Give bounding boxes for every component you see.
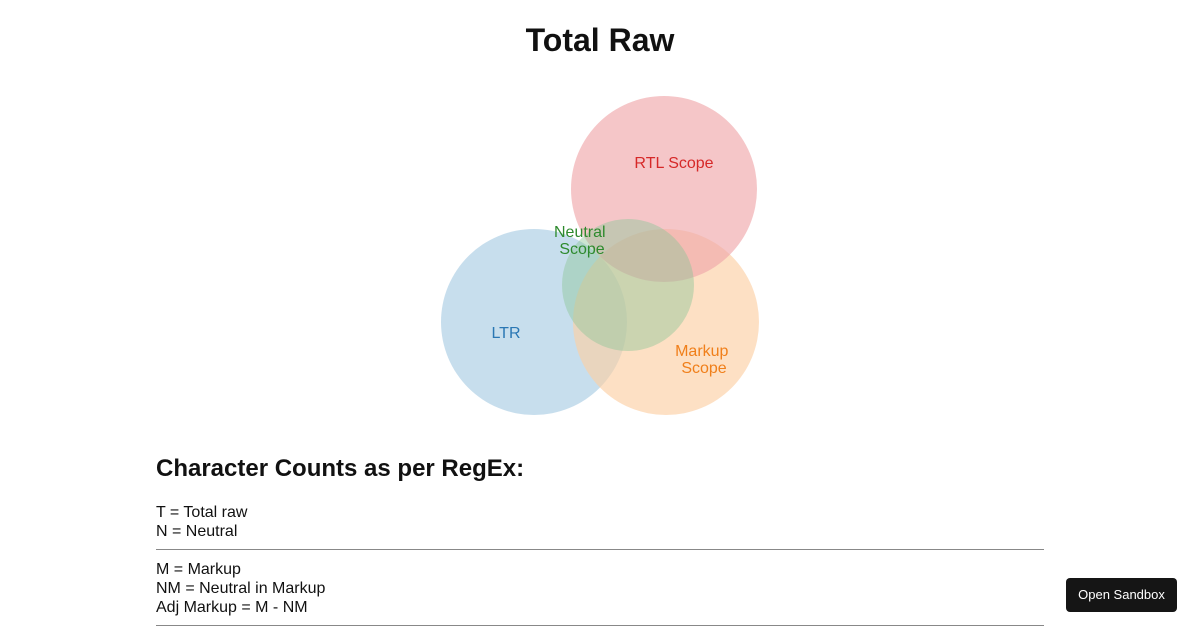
- rtl-scope-circle: [571, 96, 757, 282]
- markup-scope-circle: [573, 229, 759, 415]
- legend-group-markup: M = Markup NM = Neutral in Markup Adj Ma…: [156, 550, 1044, 626]
- character-counts-section: Character Counts as per RegEx: T = Total…: [156, 452, 1044, 626]
- neutral-scope-circle: [562, 219, 694, 351]
- venn-diagram: LTR RTL Scope Markup Scope Neutral Scope: [441, 96, 759, 415]
- open-sandbox-button[interactable]: Open Sandbox: [1066, 578, 1177, 612]
- legend-line: NM = Neutral in Markup: [156, 580, 326, 597]
- page-title: Total Raw: [525, 22, 675, 58]
- rtl-scope-label: RTL Scope: [634, 155, 713, 172]
- legend-line: M = Markup: [156, 561, 241, 578]
- venn-labels: LTR RTL Scope Markup Scope Neutral Scope: [491, 155, 733, 377]
- neutral-scope-label: Neutral Scope: [554, 224, 610, 258]
- venn-circles: [441, 96, 759, 415]
- legend-line: Adj Markup = M - NM: [156, 599, 308, 616]
- legend-line: N = Neutral: [156, 523, 238, 540]
- legend-group-total: T = Total raw N = Neutral: [156, 503, 1044, 550]
- ltr-circle: [441, 229, 627, 415]
- legend-line: T = Total raw: [156, 504, 248, 521]
- ltr-label: LTR: [491, 325, 520, 342]
- section-heading: Character Counts as per RegEx:: [156, 455, 525, 482]
- markup-scope-label: Markup Scope: [675, 343, 733, 377]
